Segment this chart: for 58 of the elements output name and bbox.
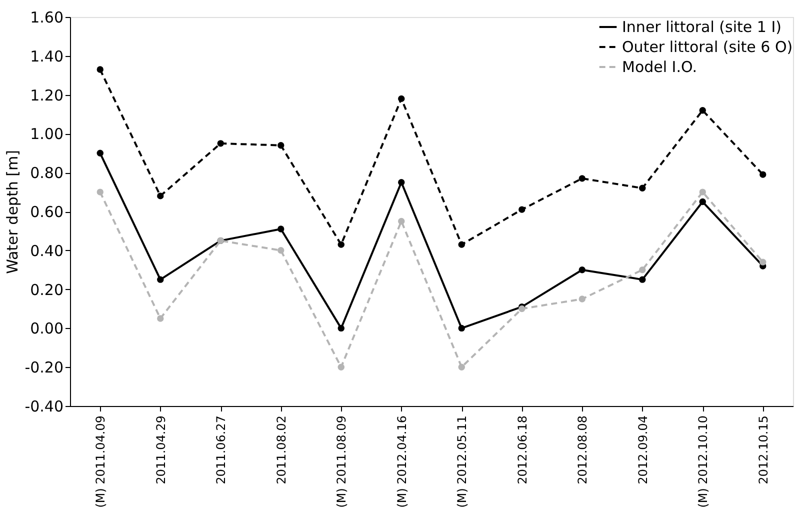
x-tick-label: (M) 2011.04.09 bbox=[94, 416, 108, 508]
y-tick-label: 0.80 bbox=[30, 164, 64, 182]
x-tick-label: 2012.08.08 bbox=[576, 416, 590, 484]
point bbox=[338, 364, 344, 370]
point bbox=[157, 192, 164, 200]
legend-label: Model I.O. bbox=[622, 58, 697, 76]
y-axis-title: Water depth [m] bbox=[4, 150, 22, 274]
x-tick-label: (M) 2012.05.11 bbox=[455, 416, 470, 508]
y-tick-label: 1.20 bbox=[30, 86, 64, 104]
point bbox=[278, 142, 284, 149]
point bbox=[699, 107, 706, 114]
point bbox=[458, 364, 465, 370]
legend-label: Inner littoral (site 1 I) bbox=[622, 18, 782, 36]
x-tick-label: 2011.08.02 bbox=[274, 416, 288, 484]
point bbox=[578, 175, 586, 182]
y-tick-label: 0.60 bbox=[30, 203, 64, 221]
point bbox=[458, 324, 465, 332]
point bbox=[639, 184, 646, 192]
point bbox=[639, 276, 646, 283]
point bbox=[398, 95, 405, 102]
point bbox=[157, 276, 164, 283]
point bbox=[96, 188, 104, 196]
y-tick-label: 1.40 bbox=[30, 47, 64, 66]
y-tick-label: 1.60 bbox=[30, 8, 64, 26]
x-tick-label: 2012.10.15 bbox=[756, 416, 770, 484]
point bbox=[699, 198, 706, 206]
x-tick-label: 2012.06.18 bbox=[515, 416, 530, 484]
point bbox=[338, 324, 344, 332]
point bbox=[578, 296, 586, 302]
legend-label: Outer littoral (site 6 O) bbox=[622, 38, 793, 56]
point bbox=[398, 218, 405, 225]
x-tick-label: 2011.06.27 bbox=[214, 416, 228, 484]
point bbox=[157, 315, 164, 322]
y-tick-label: 0.20 bbox=[30, 280, 64, 299]
point bbox=[96, 150, 104, 156]
y-tick-label: 0.40 bbox=[30, 242, 64, 260]
point bbox=[96, 66, 104, 73]
y-tick-label: 0.00 bbox=[30, 320, 64, 338]
point bbox=[639, 266, 646, 274]
point bbox=[518, 206, 526, 213]
x-tick-label: (M) 2012.04.16 bbox=[394, 416, 409, 508]
point bbox=[760, 258, 766, 266]
point bbox=[278, 226, 284, 232]
point bbox=[398, 178, 405, 186]
point bbox=[760, 171, 766, 178]
point bbox=[278, 247, 284, 254]
x-tick-label: 2011.04.29 bbox=[154, 416, 168, 484]
y-tick-label: -0.20 bbox=[24, 358, 64, 377]
y-tick-label: -0.40 bbox=[24, 398, 64, 416]
point bbox=[217, 140, 224, 147]
point bbox=[338, 241, 344, 248]
x-tick-label: (M) 2012.10.10 bbox=[696, 416, 710, 508]
x-tick-label: 2012.09.04 bbox=[636, 416, 650, 484]
point bbox=[458, 241, 465, 248]
y-tick-label: 1.00 bbox=[30, 125, 64, 144]
x-tick-label: (M) 2011.08.09 bbox=[334, 416, 349, 508]
point bbox=[578, 266, 586, 274]
point bbox=[699, 188, 706, 196]
